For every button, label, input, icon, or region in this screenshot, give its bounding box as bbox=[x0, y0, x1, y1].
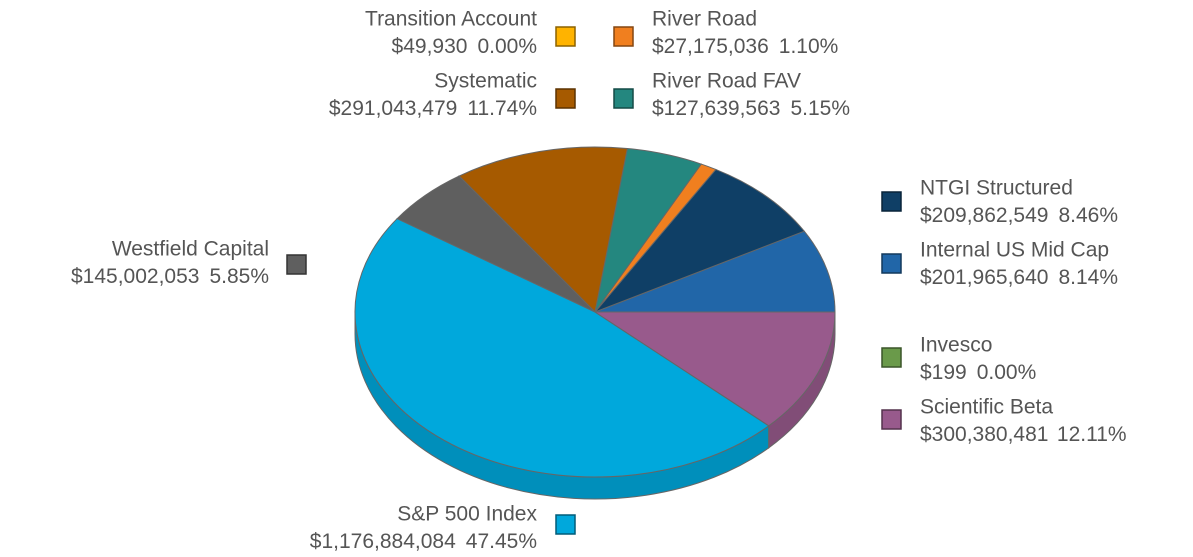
legend-label: S&P 500 Index bbox=[397, 503, 537, 526]
slice bbox=[594, 168, 806, 313]
value-label: $127,639,563 bbox=[652, 97, 780, 120]
legend-value: $199 0.00% bbox=[920, 361, 1036, 384]
percent-label: 8.14% bbox=[1058, 266, 1118, 289]
legend-swatch bbox=[555, 88, 576, 109]
legend-value: $209,862,549 8.46% bbox=[920, 204, 1118, 227]
percent-label: 11.74% bbox=[467, 97, 537, 120]
value-label: $291,043,479 bbox=[329, 97, 457, 120]
legend-swatch bbox=[881, 347, 902, 368]
legend-label: Internal US Mid Cap bbox=[920, 239, 1109, 262]
percent-label: 47.45% bbox=[466, 530, 537, 553]
legend-label: NTGI Structured bbox=[920, 177, 1073, 200]
value-label: $201,965,640 bbox=[920, 266, 1048, 289]
legend-value: $49,930 0.00% bbox=[392, 35, 537, 58]
value-label: $199 bbox=[920, 361, 967, 384]
percent-label: 12.11% bbox=[1057, 423, 1127, 446]
legend-label: Systematic bbox=[434, 70, 537, 93]
legend-label: Invesco bbox=[920, 334, 992, 357]
legend-swatch bbox=[555, 514, 576, 535]
slice bbox=[354, 218, 770, 478]
legend-label: Scientific Beta bbox=[920, 396, 1053, 419]
legend-value: $300,380,481 12.11% bbox=[920, 423, 1127, 446]
percent-label: 0.00% bbox=[977, 361, 1037, 384]
legend-value: $27,175,036 1.10% bbox=[652, 35, 838, 58]
legend-value: $1,176,884,084 47.45% bbox=[310, 530, 537, 553]
value-label: $209,862,549 bbox=[920, 204, 1048, 227]
legend-swatch bbox=[881, 253, 902, 274]
percent-label: 8.46% bbox=[1058, 204, 1118, 227]
legend-swatch bbox=[286, 254, 307, 275]
legend-swatch bbox=[613, 88, 634, 109]
legend-label: Transition Account bbox=[365, 8, 537, 31]
legend-swatch bbox=[555, 26, 576, 47]
legend-swatch bbox=[613, 26, 634, 47]
percent-label: 5.85% bbox=[209, 265, 269, 288]
legend-label: Westfield Capital bbox=[112, 238, 269, 261]
percent-label: 1.10% bbox=[779, 35, 839, 58]
slice bbox=[458, 146, 628, 314]
slice bbox=[593, 311, 836, 427]
slice bbox=[594, 230, 836, 313]
legend-label: River Road bbox=[652, 8, 757, 31]
legend-label: River Road FAV bbox=[652, 70, 801, 93]
legend-value: $291,043,479 11.74% bbox=[329, 97, 537, 120]
percent-label: 0.00% bbox=[477, 35, 537, 58]
percent-label: 5.15% bbox=[790, 97, 850, 120]
value-label: $300,380,481 bbox=[920, 423, 1048, 446]
legend-swatch bbox=[881, 191, 902, 212]
legend-value: $127,639,563 5.15% bbox=[652, 97, 850, 120]
legend-swatch bbox=[881, 409, 902, 430]
value-label: $49,930 bbox=[392, 35, 468, 58]
value-label: $27,175,036 bbox=[652, 35, 769, 58]
value-label: $1,176,884,084 bbox=[310, 530, 456, 553]
legend-value: $145,002,053 5.85% bbox=[71, 265, 269, 288]
value-label: $145,002,053 bbox=[71, 265, 199, 288]
legend-value: $201,965,640 8.14% bbox=[920, 266, 1118, 289]
